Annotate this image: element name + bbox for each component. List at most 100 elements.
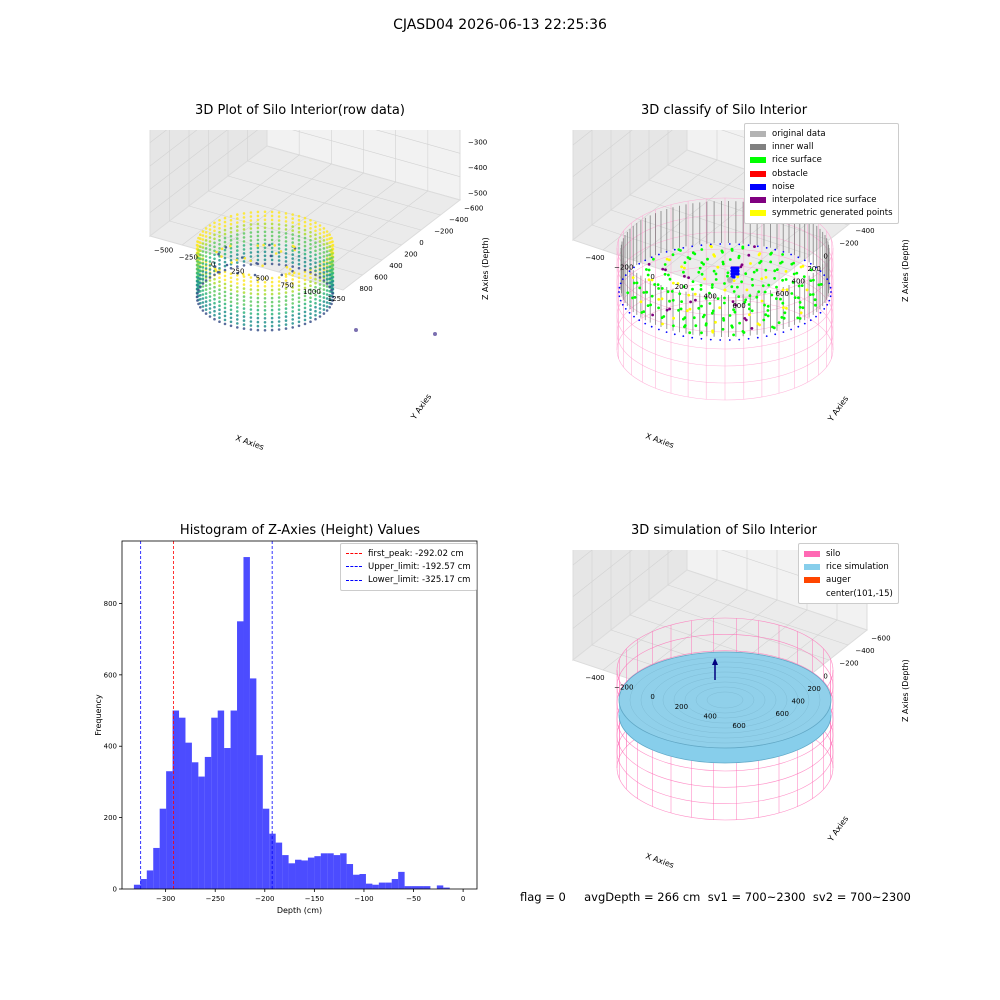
classify-surface-point xyxy=(801,264,805,268)
classify-surface-point xyxy=(773,277,776,280)
raw-point xyxy=(218,276,221,279)
raw-point xyxy=(236,229,239,232)
classify-surface-point xyxy=(747,303,751,306)
raw-point xyxy=(256,218,260,222)
raw-point xyxy=(291,274,294,277)
raw-point xyxy=(318,291,322,294)
raw-point xyxy=(314,277,317,281)
classify-surface-point xyxy=(661,267,665,271)
raw-point xyxy=(303,302,307,306)
classify-noise-point xyxy=(621,303,624,306)
raw-point xyxy=(236,233,239,236)
raw-point xyxy=(303,252,307,256)
classify-surface-point xyxy=(793,296,797,299)
raw-point xyxy=(223,286,227,290)
raw-point xyxy=(242,224,246,227)
raw-point xyxy=(204,243,208,246)
raw-point xyxy=(201,230,205,233)
raw-point xyxy=(253,273,257,277)
classify-surface-point xyxy=(726,274,729,278)
classify-noise-point xyxy=(728,243,731,245)
raw-point xyxy=(256,250,260,254)
classify-noise-point xyxy=(828,282,831,285)
raw-point xyxy=(256,210,260,214)
raw-point xyxy=(277,215,281,218)
classify-surface-point xyxy=(642,291,646,294)
raw-point xyxy=(322,296,326,299)
classify-noise-point xyxy=(618,286,621,289)
raw-point xyxy=(291,322,294,325)
raw-point xyxy=(297,292,301,296)
classify-surface-point xyxy=(650,294,654,298)
raw-point xyxy=(314,317,317,321)
classify-surface-point xyxy=(738,321,741,325)
raw-point xyxy=(277,227,281,230)
classify-surface-point xyxy=(652,257,655,261)
classify-surface-point xyxy=(760,299,764,303)
raw-point xyxy=(242,307,246,310)
raw-point xyxy=(236,245,239,248)
raw-point xyxy=(303,224,307,228)
raw-point xyxy=(229,288,233,292)
raw-point xyxy=(208,244,212,247)
raw-point xyxy=(314,281,317,285)
raw-point xyxy=(204,251,208,254)
classify-surface-point xyxy=(665,257,669,261)
raw-xtick-label: 1250 xyxy=(328,295,346,303)
raw-point xyxy=(218,308,221,311)
simulation-legend-swatch xyxy=(804,563,820,570)
classify-surface-point xyxy=(647,262,651,266)
classify-surface-point xyxy=(697,270,701,274)
histogram-chart: −300 −250 −200 −150 −100 −50 0 0 200 400 600 800 Dep… xyxy=(94,540,478,915)
classify-surface-point xyxy=(775,297,778,300)
raw-point xyxy=(309,255,312,258)
simulation-xtick-label: 600 xyxy=(732,722,745,730)
simulation-mesh-line xyxy=(662,671,788,729)
raw-point xyxy=(270,292,274,296)
raw-point xyxy=(236,318,239,321)
raw-point xyxy=(204,300,208,303)
classify-noise-point xyxy=(618,291,620,293)
raw-point xyxy=(213,301,216,305)
histogram-bar xyxy=(159,808,167,889)
raw-ztick-label: −300 xyxy=(468,139,487,147)
raw-point xyxy=(199,249,202,252)
raw-point xyxy=(277,251,281,254)
raw-point xyxy=(229,280,233,284)
raw-point xyxy=(223,216,227,220)
raw-point xyxy=(242,252,246,255)
histogram-legend-label: Lower_limit: -325.17 cm xyxy=(368,575,471,586)
classify-surface-point xyxy=(682,285,686,289)
raw-point xyxy=(208,315,212,318)
raw-point xyxy=(213,293,216,297)
classify-surface-point xyxy=(647,278,651,282)
raw-point xyxy=(256,214,260,218)
raw-xtick-label: 250 xyxy=(231,267,244,275)
classify-xtick-label: 200 xyxy=(675,283,688,291)
raw-point xyxy=(263,329,267,332)
histogram-legend-item: first_peak: -292.02 cm xyxy=(346,547,471,560)
raw-point xyxy=(201,242,205,245)
raw-point xyxy=(218,292,221,295)
classify-noise-point xyxy=(774,333,777,336)
raw-point xyxy=(224,246,228,249)
histogram-legend-swatch xyxy=(346,553,362,555)
classify-surface-point xyxy=(716,297,720,300)
classify-noise-point xyxy=(728,339,731,341)
raw-point xyxy=(236,249,239,252)
raw-point xyxy=(318,287,322,290)
raw-point xyxy=(322,243,326,246)
raw-point xyxy=(314,221,317,225)
raw-point xyxy=(314,225,317,229)
raw-point xyxy=(213,261,216,265)
raw-point xyxy=(322,279,326,282)
raw-ytick-label: 600 xyxy=(374,274,387,282)
raw-xlabel: X Axies xyxy=(234,433,265,452)
raw-point xyxy=(242,248,246,251)
raw-point xyxy=(297,316,301,320)
classify-surface-point xyxy=(722,318,726,322)
classify-surface-point xyxy=(680,300,683,303)
raw-point xyxy=(325,262,329,265)
raw-point xyxy=(249,259,252,263)
classify-surface-point xyxy=(773,269,777,273)
